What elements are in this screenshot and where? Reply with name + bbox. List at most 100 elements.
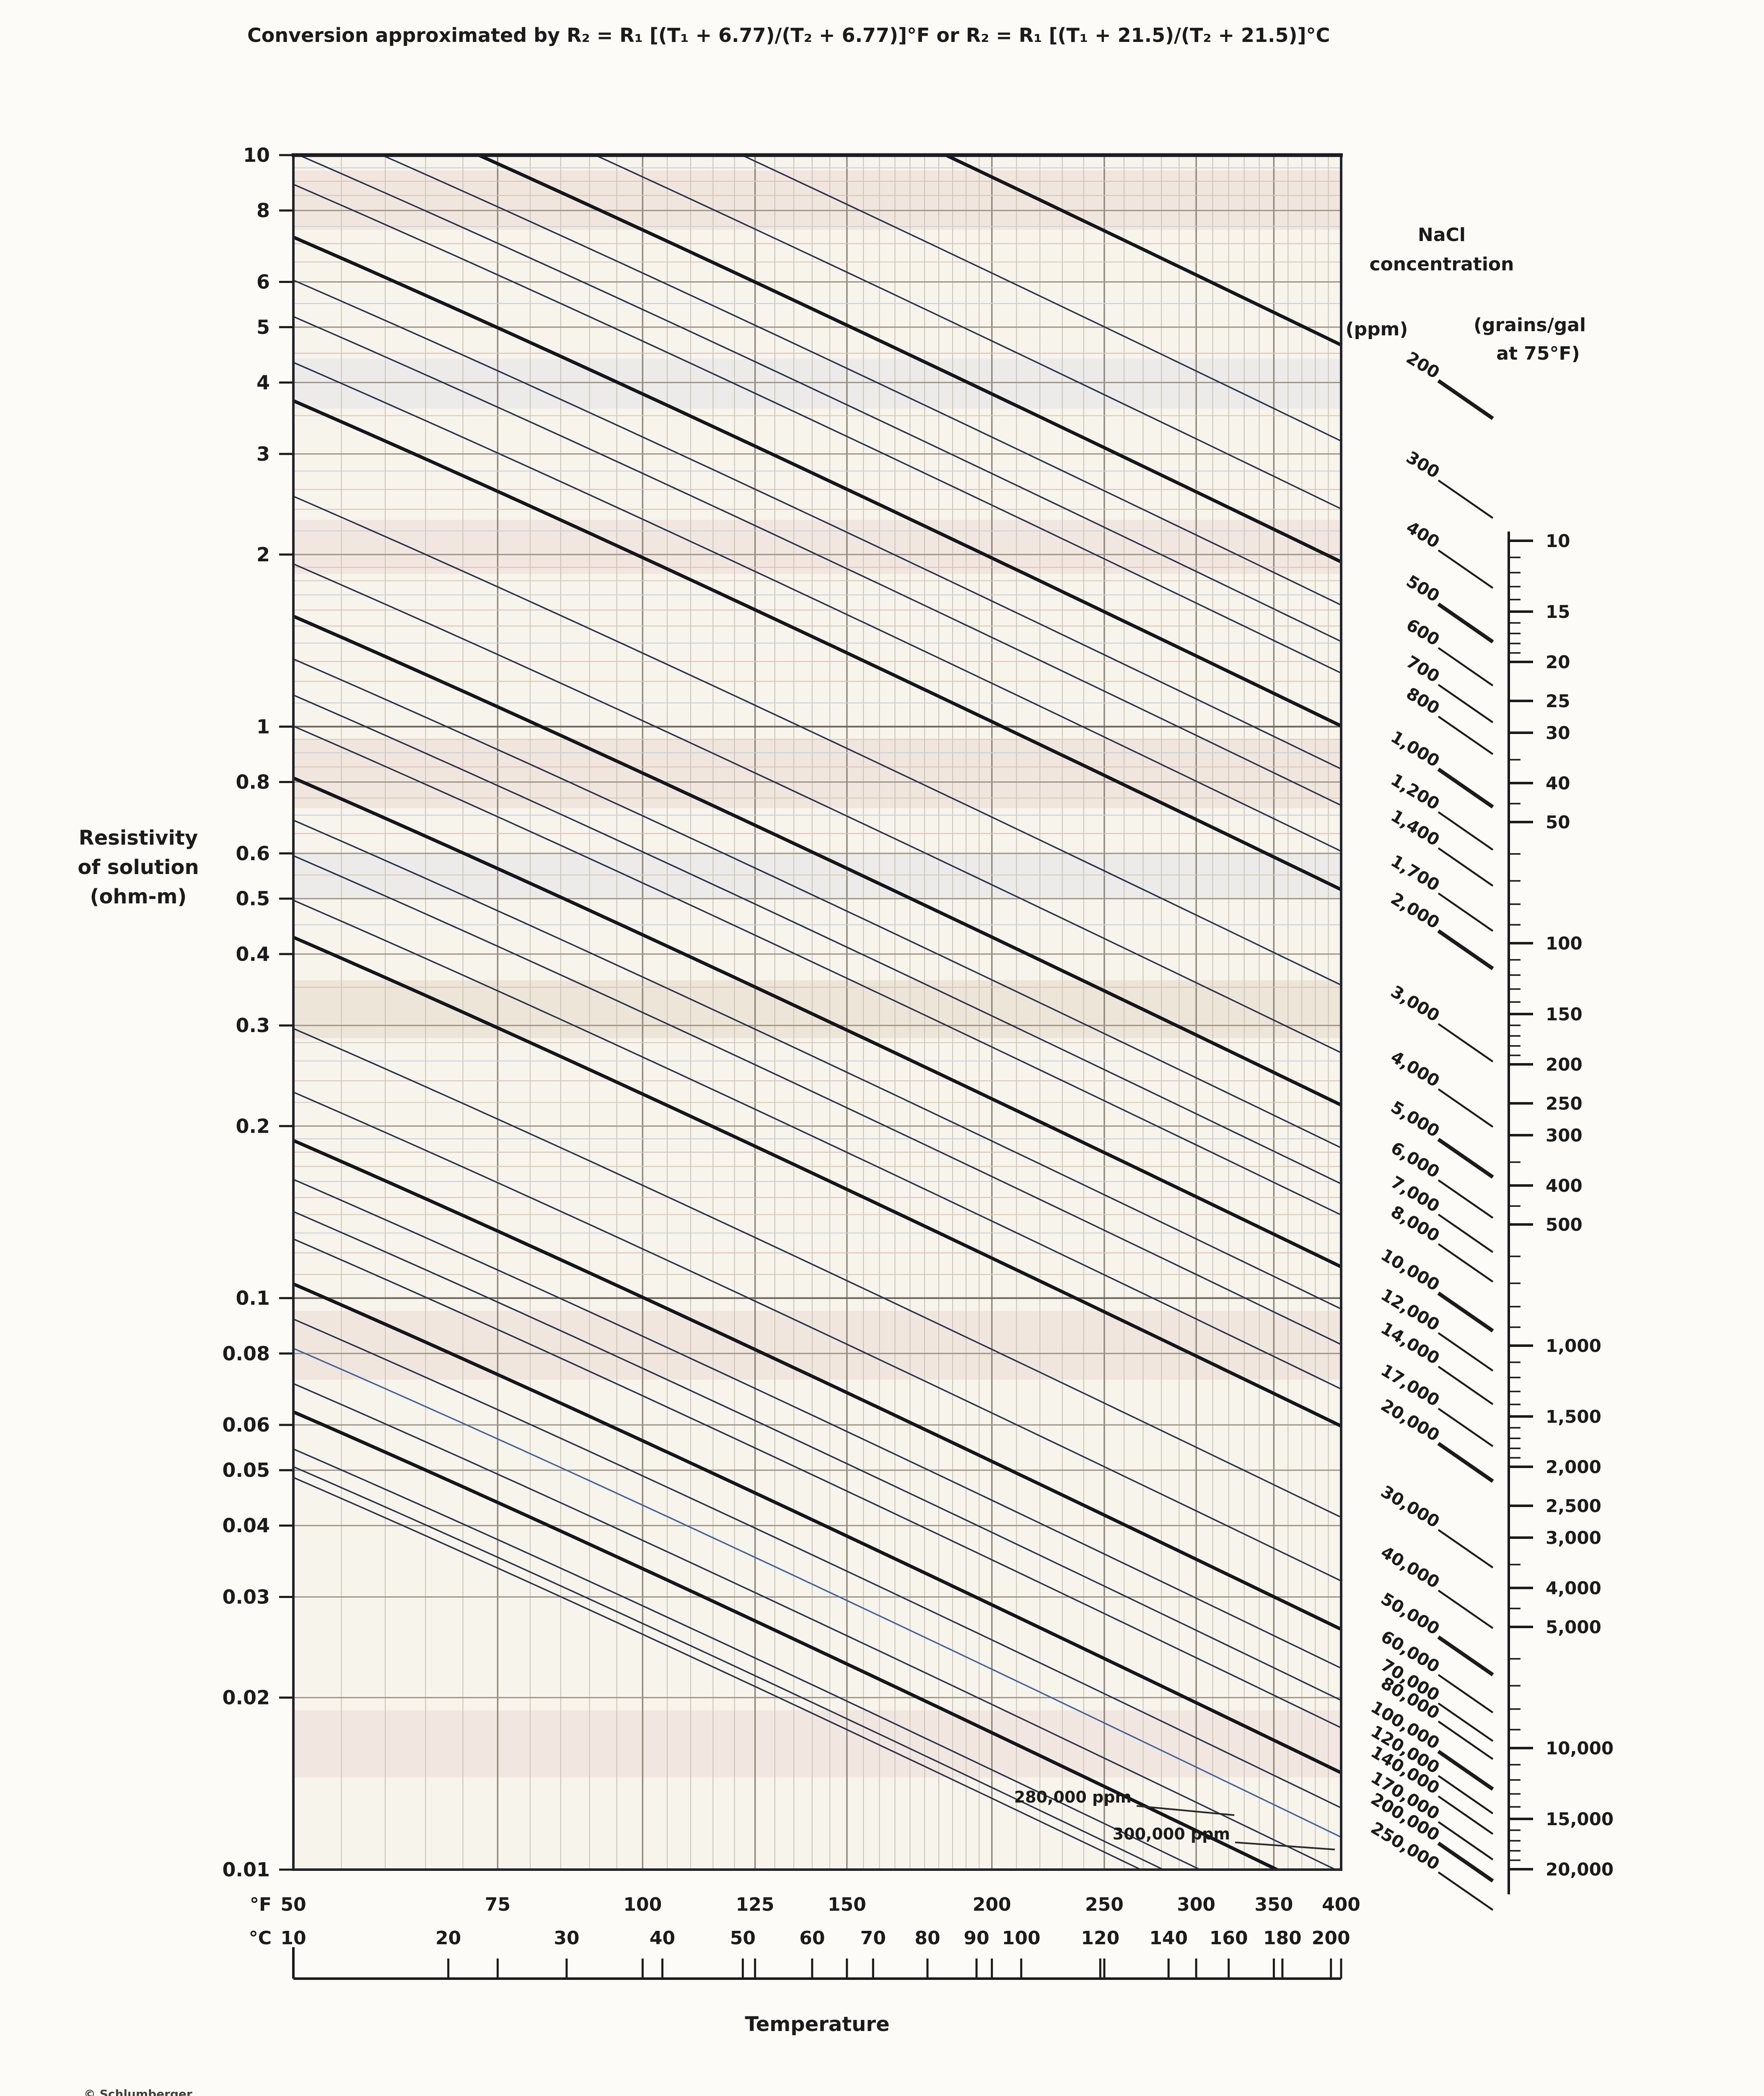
tint-band-7 <box>293 853 1341 899</box>
curve-5000ppm <box>293 615 1341 1107</box>
curve-500ppm <box>474 155 1341 564</box>
ppm-tick-8000 <box>1438 1243 1494 1283</box>
x-tick-c-40: 40 <box>650 1927 675 1949</box>
ppm-tick-50000 <box>1437 1635 1494 1676</box>
ppm-tick-label-300: 300 <box>1403 448 1443 482</box>
ppm-tick-label-400: 400 <box>1403 518 1443 552</box>
curve-14000ppm <box>293 855 1341 1346</box>
y-tick-label-5: 5 <box>256 316 270 338</box>
curve-400ppm <box>593 155 1341 510</box>
curve-7000ppm <box>293 694 1341 1185</box>
y-tick-label-6: 6 <box>256 270 270 293</box>
nacl-header-line1: NaCl <box>1418 224 1466 246</box>
x-tick-c-70: 70 <box>860 1927 886 1949</box>
copyright-footer: © Schlumberger <box>84 2087 192 2096</box>
ppm-tick-1700 <box>1438 892 1494 932</box>
ppm-tick-80000 <box>1438 1720 1494 1760</box>
annotation-280000-leader-line <box>1136 1805 1235 1816</box>
celsius-prefix-label: °C <box>249 1927 272 1949</box>
grains-tick-label-300: 300 <box>1546 1125 1583 1146</box>
curve-140000ppm <box>293 1347 1341 1838</box>
curve-40000ppm <box>293 1091 1341 1582</box>
bottom-temperature-ruler <box>292 1947 1342 1980</box>
x-tick-f-250: 250 <box>1085 1894 1124 1915</box>
tint-band-6 <box>293 359 1341 409</box>
ppm-tick-40000 <box>1438 1590 1494 1629</box>
y-tick-label-8: 8 <box>256 199 270 222</box>
grains-tick-label-15000: 15,000 <box>1546 1809 1614 1829</box>
log-grid <box>293 155 1342 1870</box>
ppm-tick-2000 <box>1437 929 1494 970</box>
curve-700ppm <box>297 155 1341 642</box>
nacl-header-line2: concentration <box>1370 254 1514 275</box>
curve-300000ppm <box>293 1476 1143 1870</box>
y-axis-label-line1: Resistivity <box>79 826 198 850</box>
x-tick-f-100: 100 <box>623 1894 662 1915</box>
ppm-scale-header: (ppm) <box>1345 319 1408 340</box>
curve-12000ppm <box>293 819 1341 1310</box>
grains-tick-label-50: 50 <box>1546 812 1570 833</box>
ppm-tick-4000 <box>1438 1088 1494 1128</box>
ppm-tick-label-3000: 3,000 <box>1387 982 1443 1026</box>
ppm-tick-label-1700: 1,700 <box>1387 851 1443 895</box>
ppm-tick-30000 <box>1438 1529 1494 1569</box>
y-tick-label-2: 2 <box>256 543 270 566</box>
grains-tick-label-10: 10 <box>1546 531 1570 551</box>
ppm-tick-12000 <box>1438 1332 1494 1372</box>
grains-header-line2: at 75°F) <box>1496 343 1580 364</box>
grains-tick-label-3000: 3,000 <box>1546 1528 1601 1548</box>
curve-2000ppm <box>293 399 1341 892</box>
y-axis-label-line3: (ohm-m) <box>90 885 187 908</box>
paper-tint-bands <box>293 170 1341 1778</box>
curve-280000ppm <box>293 1466 1165 1870</box>
curve-60000ppm <box>293 1178 1341 1669</box>
ppm-tick-100000 <box>1437 1750 1494 1791</box>
ppm-tick-140000 <box>1438 1795 1494 1835</box>
ppm-tick-6000 <box>1438 1179 1494 1219</box>
ppm-tick-170000 <box>1438 1821 1494 1860</box>
grains-tick-label-4000: 4,000 <box>1546 1578 1601 1598</box>
y-tick-label-0.1: 0.1 <box>236 1287 270 1310</box>
curve-80000ppm <box>293 1238 1341 1729</box>
curve-3000ppm <box>293 495 1341 986</box>
grains-tick-label-2000: 2,000 <box>1546 1457 1601 1477</box>
grains-tick-label-1500: 1,500 <box>1546 1406 1601 1427</box>
y-tick-label-0.6: 0.6 <box>236 842 270 865</box>
annotation-300000-ppm: 300,000 ppm <box>1113 1825 1230 1843</box>
plot-frame <box>292 153 1343 1871</box>
curve-600ppm <box>380 155 1341 606</box>
curve-120000ppm <box>293 1318 1341 1809</box>
curve-70000ppm <box>293 1211 1341 1701</box>
x-tick-c-100: 100 <box>1002 1927 1041 1949</box>
ppm-tick-label-5000: 5,000 <box>1387 1097 1443 1141</box>
tint-band-3 <box>293 980 1341 1038</box>
curve-170000ppm <box>293 1383 1337 1870</box>
x-tick-c-50: 50 <box>730 1927 756 1949</box>
x-tick-c-10: 10 <box>280 1927 306 1949</box>
tint-band-0 <box>293 170 1341 230</box>
x-tick-c-120: 120 <box>1081 1927 1119 1949</box>
curve-200000ppm <box>293 1410 1281 1870</box>
grains-tick-label-20000: 20,000 <box>1546 1859 1614 1880</box>
y-tick-label-0.8: 0.8 <box>236 770 270 793</box>
ppm-tick-200000 <box>1437 1842 1494 1883</box>
x-tick-f-200: 200 <box>973 1894 1011 1915</box>
grains-tick-label-150: 150 <box>1546 1004 1583 1025</box>
ppm-tick-label-800: 800 <box>1403 684 1443 718</box>
grains-tick-label-500: 500 <box>1546 1214 1583 1235</box>
annotation-300000-leader-line <box>1235 1842 1335 1850</box>
y-tick-label-3: 3 <box>256 443 270 465</box>
y-tick-label-0.04: 0.04 <box>223 1514 270 1537</box>
y-tick-label-0.03: 0.03 <box>223 1586 270 1608</box>
grains-tick-label-10000: 10,000 <box>1546 1738 1614 1759</box>
ppm-tick-label-4000: 4,000 <box>1387 1047 1443 1091</box>
curve-50000ppm <box>293 1139 1341 1631</box>
ppm-tick-600 <box>1438 647 1494 687</box>
x-tick-c-200: 200 <box>1312 1927 1350 1949</box>
grains-tick-label-15: 15 <box>1546 602 1570 622</box>
ppm-tick-250000 <box>1438 1871 1494 1911</box>
tint-band-2 <box>293 739 1341 808</box>
ppm-tick-14000 <box>1438 1366 1494 1405</box>
